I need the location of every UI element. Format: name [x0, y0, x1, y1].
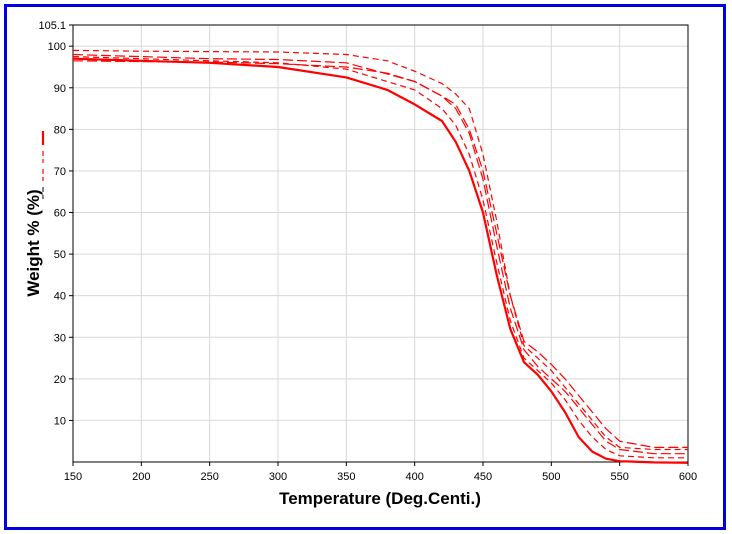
- series-line-5: [72, 60, 688, 448]
- x-axis-label: Temperature (Deg.Centi.): [279, 489, 481, 508]
- x-tick-label: 500: [542, 471, 560, 483]
- y-tick-label: 105.1: [38, 20, 66, 32]
- series-line-4: [72, 49, 688, 451]
- y-axis-label: Weight % (%): [24, 189, 43, 296]
- plot-area: [72, 24, 689, 463]
- chart-frame: 150 200 250 300 350 400 450 500 550 600 10 20 30 40 50…: [4, 4, 726, 530]
- series-line-2: [72, 56, 688, 459]
- x-tick-label: 150: [64, 471, 82, 483]
- y-tick-label: 20: [54, 374, 66, 386]
- y-tick-label: 30: [54, 332, 66, 344]
- x-tick-label: 600: [679, 471, 697, 483]
- y-tick-label: 100: [48, 41, 66, 53]
- x-tick-label: 250: [200, 471, 218, 483]
- tick-labels: 150 200 250 300 350 400 450 500 550 600 10 20 30 40 50…: [38, 20, 697, 483]
- y-tick-label: 10: [54, 415, 66, 427]
- x-tick-label: 400: [405, 471, 423, 483]
- x-tick-label: 350: [337, 471, 355, 483]
- y-tick-label: 50: [54, 249, 66, 261]
- x-tick-label: 550: [610, 471, 628, 483]
- series-lines: [72, 49, 689, 464]
- y-tick-label: 60: [54, 208, 66, 220]
- x-tick-label: 450: [474, 471, 492, 483]
- series-line-1: [72, 57, 689, 464]
- y-tick-label: 70: [54, 166, 66, 178]
- y-tick-label: 80: [54, 124, 66, 136]
- tga-line-chart: 150 200 250 300 350 400 450 500 550 600 10 20 30 40 50…: [24, 20, 697, 508]
- y-tick-label: 40: [54, 291, 66, 303]
- grid: [73, 25, 688, 462]
- x-tick-label: 200: [132, 471, 150, 483]
- series-line-3: [72, 53, 688, 455]
- x-tick-label: 300: [269, 471, 287, 483]
- y-tick-label: 90: [54, 83, 66, 95]
